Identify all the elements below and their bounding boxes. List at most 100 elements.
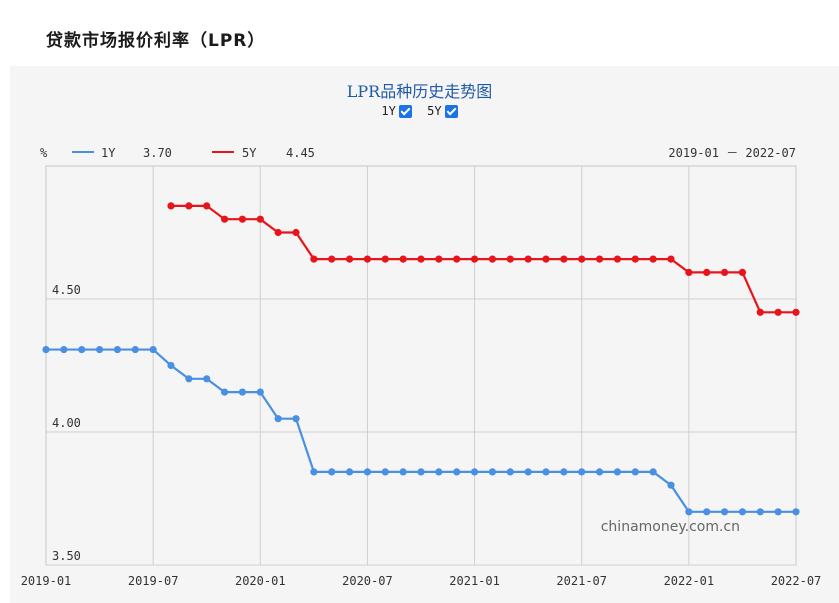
data-point-5y[interactable] [453,255,461,263]
data-point-1y[interactable] [506,468,514,476]
data-point-1y[interactable] [720,508,729,516]
y-tick-label: 3.50 [52,549,81,563]
data-point-5y[interactable] [399,255,407,263]
data-point-5y[interactable] [756,308,764,316]
data-point-5y[interactable] [310,255,318,263]
data-point-5y[interactable] [185,202,193,210]
legend-1y-value: 3.70 [143,146,172,160]
data-point-1y[interactable] [578,468,586,476]
data-point-5y[interactable] [703,268,711,276]
data-point-1y[interactable] [703,508,711,516]
legend-1y-name[interactable]: 1Y [101,146,116,160]
series [42,202,800,516]
data-point-1y[interactable] [488,468,497,476]
data-point-5y[interactable] [292,228,300,237]
data-point-5y[interactable] [542,255,550,263]
data-point-5y[interactable] [524,255,532,263]
watermark: chinamoney.com.cn [601,519,740,535]
data-point-1y[interactable] [524,468,532,476]
chart-title: LPR品种历史走势图 [346,82,493,101]
data-point-5y[interactable] [560,255,568,263]
data-point-1y[interactable] [453,468,461,476]
data-point-5y[interactable] [345,255,354,263]
data-point-1y[interactable] [435,468,443,476]
data-point-1y[interactable] [649,468,657,476]
data-point-1y[interactable] [274,415,282,423]
data-point-1y[interactable] [470,468,479,476]
data-point-1y[interactable] [542,468,550,476]
data-point-1y[interactable] [560,468,568,476]
data-point-1y[interactable] [95,345,104,354]
data-point-5y[interactable] [203,202,211,210]
data-point-1y[interactable] [738,508,747,516]
data-point-1y[interactable] [667,481,675,489]
data-point-5y[interactable] [470,255,479,263]
data-point-1y[interactable] [220,388,229,396]
data-point-1y[interactable] [60,345,68,354]
data-point-5y[interactable] [363,255,372,263]
data-point-5y[interactable] [256,215,264,223]
data-point-1y[interactable] [185,375,193,383]
data-point-1y[interactable] [42,345,50,354]
page-title: 贷款市场报价利率（LPR） [46,31,266,51]
data-point-1y[interactable] [238,388,247,396]
data-point-5y[interactable] [631,255,639,263]
data-point-5y[interactable] [417,255,425,263]
data-point-1y[interactable] [149,345,157,354]
data-point-1y[interactable] [399,468,407,476]
data-point-1y[interactable] [595,468,604,476]
legend-5y-name[interactable]: 5Y [242,146,257,160]
data-point-1y[interactable] [78,345,86,354]
toggle-1y-checkbox[interactable] [398,104,412,118]
data-point-5y[interactable] [649,255,657,263]
data-point-1y[interactable] [417,468,425,476]
data-point-5y[interactable] [738,268,747,276]
data-point-5y[interactable] [774,308,782,316]
data-point-5y[interactable] [238,215,247,223]
data-point-1y[interactable] [774,508,782,516]
grid [45,165,797,566]
y-unit-label: % [40,146,48,160]
data-point-5y[interactable] [613,255,622,263]
x-tick-label: 2020-01 [235,574,286,588]
data-point-1y[interactable] [310,468,318,476]
toggle-5y[interactable]: 5Y [427,104,458,118]
data-point-1y[interactable] [113,345,122,354]
data-point-1y[interactable] [613,468,622,476]
data-point-5y[interactable] [506,255,514,263]
data-point-5y[interactable] [792,308,800,316]
data-point-1y[interactable] [167,361,175,370]
data-point-5y[interactable] [220,215,229,223]
y-tick-label: 4.50 [52,283,81,297]
data-point-5y[interactable] [578,255,586,263]
data-point-5y[interactable] [381,255,389,263]
data-point-5y[interactable] [720,268,729,276]
data-point-5y[interactable] [274,228,282,237]
data-point-1y[interactable] [685,508,693,516]
data-point-5y[interactable] [685,268,693,276]
data-point-1y[interactable] [756,508,764,516]
toggle-5y-checkbox[interactable] [444,104,458,118]
data-point-1y[interactable] [792,508,800,516]
data-point-5y[interactable] [167,202,175,210]
series-toggles: 1Y 5Y [0,104,839,118]
data-point-1y[interactable] [381,468,389,476]
data-point-1y[interactable] [292,415,300,423]
data-point-1y[interactable] [328,468,336,476]
data-point-1y[interactable] [256,388,264,396]
data-point-5y[interactable] [328,255,336,263]
data-point-1y[interactable] [345,468,354,476]
data-point-1y[interactable] [363,468,372,476]
data-point-5y[interactable] [435,255,443,263]
data-point-5y[interactable] [667,255,675,263]
series-5y [167,202,800,316]
date-range-label: 2019-01 － 2022-07 [668,146,796,160]
data-point-5y[interactable] [595,255,604,263]
data-point-1y[interactable] [631,468,639,476]
data-point-1y[interactable] [203,375,211,383]
chart-panel [10,66,839,603]
data-point-5y[interactable] [488,255,497,263]
toggle-5y-label: 5Y [427,104,442,118]
data-point-1y[interactable] [131,345,139,354]
toggle-1y[interactable]: 1Y [381,104,412,118]
